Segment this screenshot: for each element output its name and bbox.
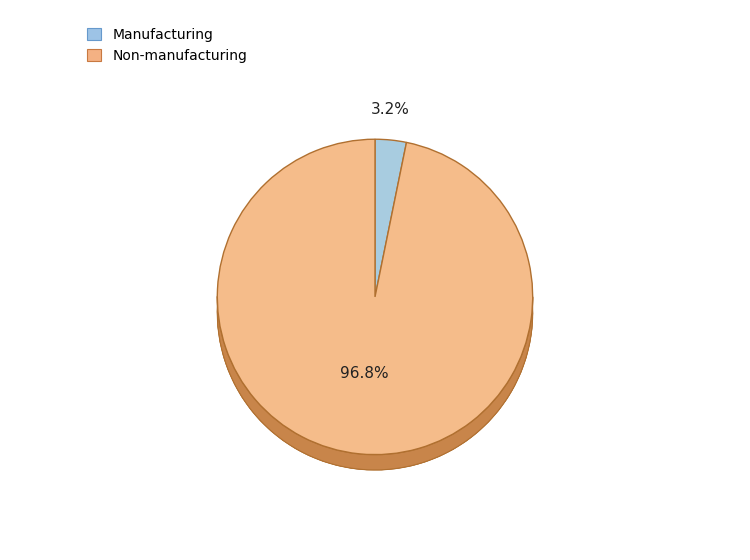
Wedge shape bbox=[375, 155, 406, 312]
Wedge shape bbox=[375, 139, 406, 297]
Text: 3.2%: 3.2% bbox=[371, 102, 410, 118]
Wedge shape bbox=[217, 155, 532, 470]
Polygon shape bbox=[217, 263, 532, 470]
Wedge shape bbox=[217, 139, 532, 455]
Text: 96.8%: 96.8% bbox=[340, 366, 388, 381]
Polygon shape bbox=[217, 297, 532, 470]
Wedge shape bbox=[375, 155, 406, 312]
Legend: Manufacturing, Non-manufacturing: Manufacturing, Non-manufacturing bbox=[83, 24, 251, 67]
Wedge shape bbox=[217, 155, 532, 470]
